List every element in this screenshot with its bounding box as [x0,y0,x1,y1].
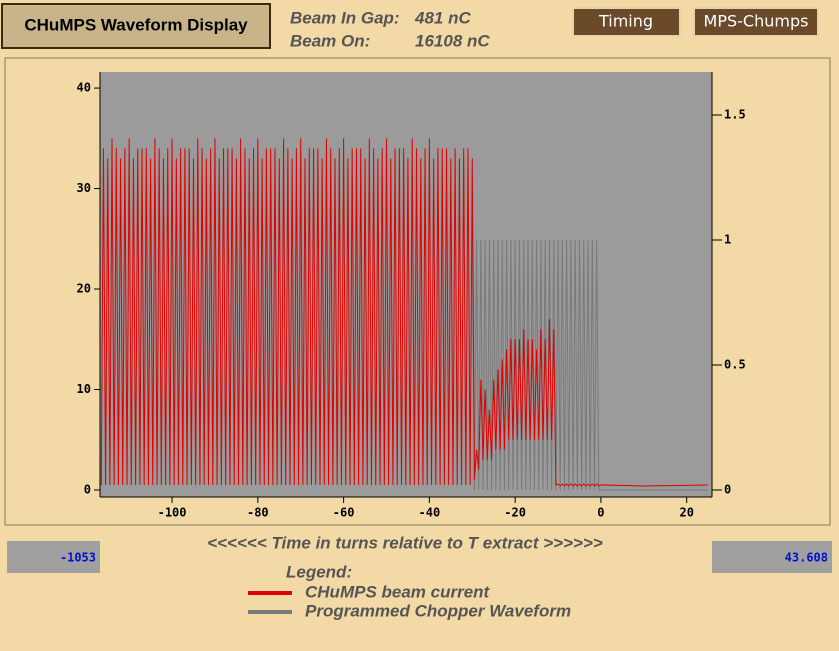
y2-tick-label: 0.5 [724,358,746,372]
x-tick-label: -20 [504,506,526,520]
y2-tick-label: 1 [724,233,731,247]
beam-in-gap-label: Beam In Gap: [290,8,400,27]
beam-in-gap-value: 481 nC [414,8,471,27]
legend-title: Legend: [286,562,352,581]
left-readout [7,541,100,573]
legend-label: Programmed Chopper Waveform [305,601,571,620]
x-axis-label: <<<<<< Time in turns relative to T extra… [207,533,603,552]
x-tick-label: 20 [679,506,693,520]
x-tick-label: -100 [158,506,187,520]
series-line [471,239,709,491]
series-line [100,138,709,487]
x-tick-label: -80 [247,506,269,520]
y-tick-label: 10 [77,382,91,396]
timing-button[interactable] [572,7,681,37]
window-title: CHuMPS Waveform Display [24,15,248,34]
legend-label: CHuMPS beam current [305,582,491,601]
y-tick-label: 20 [77,282,91,296]
right-readout [712,541,832,573]
title-box [1,3,271,49]
x-tick-label: -40 [419,506,441,520]
y-tick-label: 40 [77,81,91,95]
left-readout-value: -1053 [60,551,96,565]
plot-frame [4,57,831,526]
y-tick-label: 30 [77,181,91,195]
x-tick-label: -60 [333,506,355,520]
beam-on-label: Beam On: [290,31,370,50]
timing-button-label[interactable]: Timing [598,12,653,31]
right-readout-value: 43.608 [785,551,828,565]
beam-on-value: 16108 nC [415,31,490,50]
mps-chumps-button-label[interactable]: MPS-Chumps [704,12,809,31]
y2-tick-label: 1.5 [724,108,746,122]
y-tick-label: 0 [84,482,91,496]
y2-tick-label: 0 [724,483,731,497]
mps-chumps-button[interactable] [693,7,819,37]
x-tick-label: 0 [597,506,604,520]
